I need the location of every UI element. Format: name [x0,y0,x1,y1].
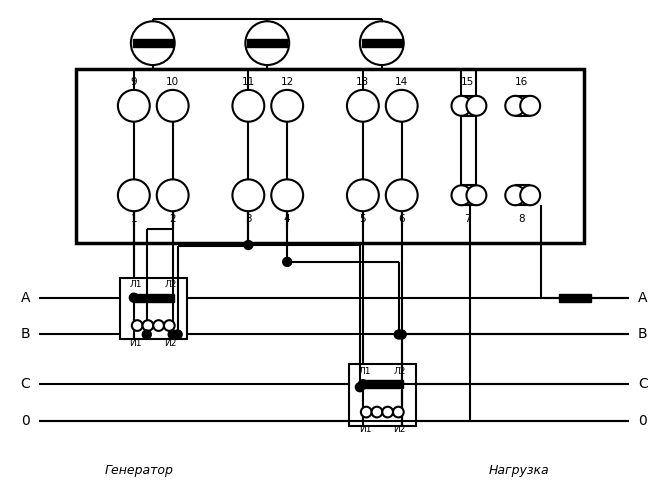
Circle shape [360,21,404,65]
Circle shape [466,185,486,205]
Text: 0: 0 [639,414,647,428]
Circle shape [132,320,143,331]
Text: Л1: Л1 [129,280,142,289]
Text: И2: И2 [393,426,406,434]
Circle shape [361,407,372,417]
Bar [247,39,287,47]
Text: A: A [638,291,647,305]
Text: 6: 6 [399,214,405,224]
Circle shape [358,380,367,389]
Circle shape [386,180,417,211]
Circle shape [232,90,264,122]
Circle shape [157,180,189,211]
Text: 0: 0 [21,414,29,428]
Circle shape [164,320,175,331]
Circle shape [452,96,472,116]
Circle shape [142,330,151,339]
Text: Нагрузка: Нагрузка [489,464,549,477]
Text: 5: 5 [360,214,366,224]
Text: 10: 10 [166,77,180,87]
Circle shape [394,330,403,339]
Circle shape [245,21,289,65]
Circle shape [372,407,383,417]
Text: 12: 12 [281,77,294,87]
Circle shape [355,383,364,392]
Text: И1: И1 [129,339,142,348]
Circle shape [157,90,189,122]
Text: B: B [21,328,30,341]
Circle shape [143,320,153,331]
Text: И2: И2 [165,339,177,348]
Text: 15: 15 [461,77,474,87]
Circle shape [118,180,150,211]
Text: И1: И1 [358,426,371,434]
Circle shape [393,407,404,417]
Bar [559,294,591,302]
Text: 16: 16 [515,77,528,87]
Text: C: C [638,377,648,391]
Circle shape [244,241,253,249]
Circle shape [347,90,379,122]
Bar [362,39,402,47]
Circle shape [520,185,540,205]
Circle shape [129,293,138,302]
Circle shape [153,320,164,331]
Circle shape [347,180,379,211]
Bar [120,278,187,339]
Text: 7: 7 [464,214,471,224]
Text: 3: 3 [245,214,252,224]
Bar [76,69,584,243]
Text: B: B [638,328,647,341]
Text: Л2: Л2 [393,367,406,376]
Text: 2: 2 [170,214,176,224]
Text: 13: 13 [356,77,370,87]
Circle shape [118,90,150,122]
Text: 14: 14 [395,77,408,87]
Circle shape [271,180,303,211]
Circle shape [232,180,264,211]
Circle shape [466,96,486,116]
Circle shape [173,330,182,339]
Circle shape [520,96,540,116]
Text: 11: 11 [242,77,255,87]
Text: 4: 4 [284,214,291,224]
Text: C: C [20,377,30,391]
Circle shape [505,185,525,205]
Circle shape [505,96,525,116]
Text: Л2: Л2 [165,280,177,289]
Text: 8: 8 [518,214,525,224]
Text: A: A [21,291,30,305]
Circle shape [168,330,177,339]
Text: Генератор: Генератор [105,464,174,477]
Circle shape [131,21,175,65]
Bar [349,365,415,426]
Circle shape [271,90,303,122]
Circle shape [386,90,417,122]
Bar [362,380,403,388]
Bar [133,39,173,47]
Circle shape [452,185,472,205]
Text: Л1: Л1 [358,367,371,376]
Text: 1: 1 [131,214,137,224]
Bar [133,294,174,302]
Circle shape [397,330,406,339]
Circle shape [383,407,393,417]
Text: 9: 9 [131,77,137,87]
Circle shape [283,257,291,266]
